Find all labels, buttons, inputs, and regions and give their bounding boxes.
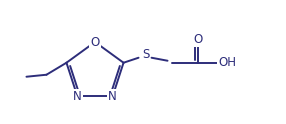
Text: OH: OH	[219, 56, 237, 69]
Text: N: N	[73, 90, 82, 103]
Text: S: S	[142, 48, 149, 61]
Text: O: O	[193, 33, 202, 46]
Text: N: N	[108, 90, 117, 103]
Text: O: O	[90, 35, 100, 48]
